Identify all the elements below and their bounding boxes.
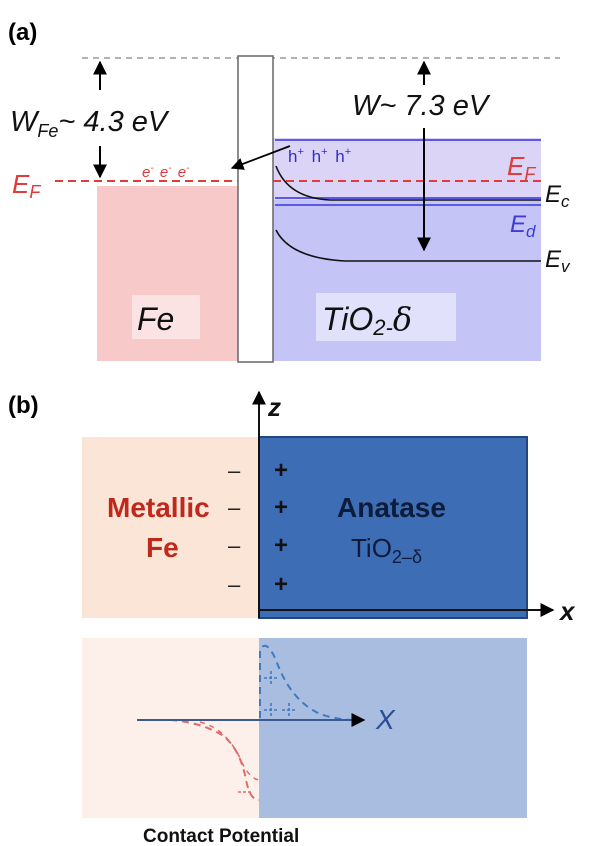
- work-function-tio2-label: W~ 7.3 eV: [352, 90, 491, 122]
- z-axis-label: z: [267, 392, 281, 422]
- work-function-fe-subscript: Fe: [37, 121, 58, 141]
- negative-charge: –: [228, 495, 241, 520]
- conduction-band-curve: [275, 165, 541, 201]
- tio2-band-region: [273, 138, 541, 200]
- x-axis-label: x: [558, 596, 576, 626]
- blue-plus-marks: [264, 671, 296, 717]
- metallic-label: Metallic: [107, 492, 210, 523]
- positive-charge: +: [274, 457, 288, 484]
- panel-a-label: (a): [8, 19, 37, 46]
- panel-a: (a) WFe~ 4.3 eV W~: [8, 19, 571, 363]
- electrons-label: e- e- e-: [142, 158, 190, 181]
- panel-b: (b) z x – – – – + + + + Metallic Fe Anat…: [8, 390, 576, 626]
- positive-charge: +: [274, 494, 288, 521]
- interface-barrier: [237, 55, 274, 363]
- negative-charge: –: [228, 458, 241, 483]
- work-function-fe-label: WFe~ 4.3 eV: [10, 106, 170, 141]
- tio2-delta-label: TiO2–δ: [351, 533, 422, 567]
- charge-transfer-arrow: [230, 145, 291, 170]
- anatase-label: Anatase: [337, 492, 446, 523]
- negative-charge: –: [228, 533, 241, 558]
- potential-right-region: [259, 638, 527, 818]
- red-potential-curve: [199, 721, 260, 781]
- positive-charge: +: [274, 532, 288, 559]
- potential-x-axis-label: X: [375, 704, 396, 735]
- anatase-region: [258, 436, 528, 619]
- fe-material-label: Fe: [137, 301, 174, 337]
- metallic-fe-region: [82, 437, 259, 618]
- positive-charge: +: [274, 571, 288, 598]
- fermi-level-label-right: EF: [507, 151, 536, 184]
- contact-potential-caption: Contact Potential: [143, 826, 299, 846]
- tio2-material-label: TiO2-δ: [322, 300, 412, 340]
- fermi-level-label-left: EF: [12, 169, 41, 202]
- valence-band-curve: [275, 229, 541, 262]
- potential-left-region: [82, 638, 259, 818]
- valence-band-label: Ev: [545, 246, 571, 276]
- conduction-band-label: Ec: [545, 181, 570, 211]
- negative-charge: –: [228, 572, 241, 597]
- tio2-label-box: [316, 293, 456, 341]
- panel-b-label: (b): [8, 392, 39, 419]
- blue-potential-curve: [259, 644, 356, 721]
- red-potential-curve: [169, 719, 260, 801]
- donor-level-label: Ed: [510, 211, 536, 241]
- fe-label: Fe: [146, 532, 179, 563]
- panel-contact-potential: X Contact Potential: [82, 638, 527, 846]
- fe-label-box: [132, 295, 200, 339]
- holes-label: h+ h+ h+: [288, 140, 351, 166]
